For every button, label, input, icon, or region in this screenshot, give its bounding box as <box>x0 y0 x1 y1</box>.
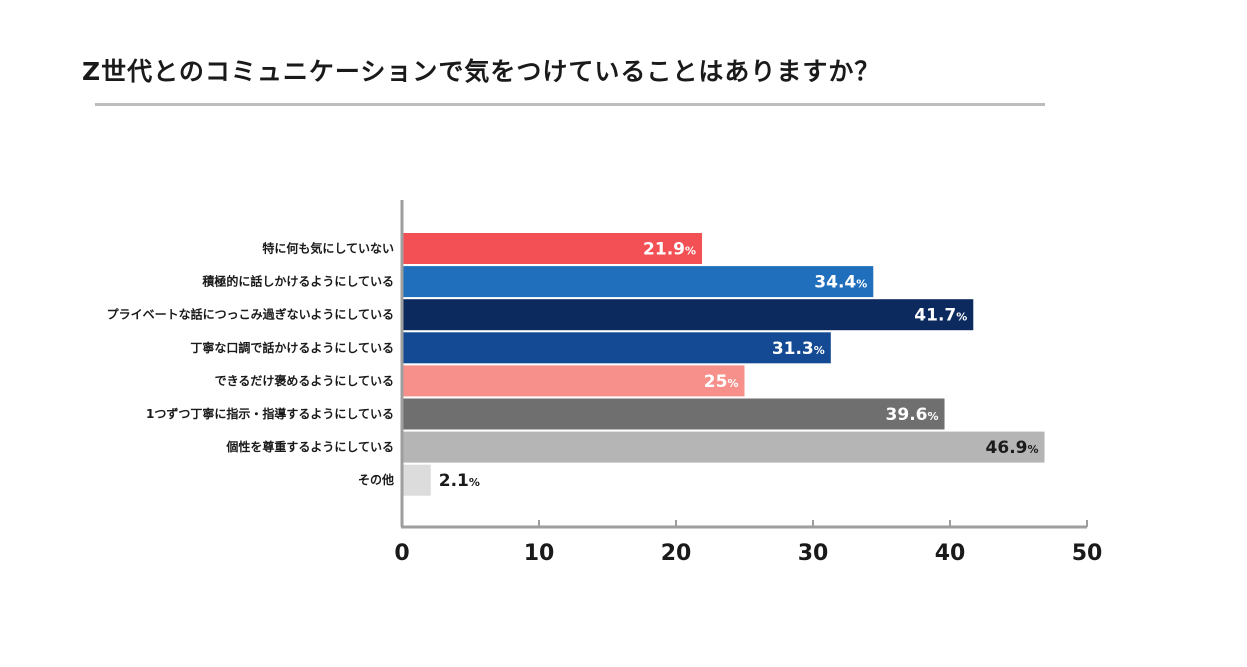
data-label-0: 21.9% <box>643 240 696 260</box>
data-label-unit-5: % <box>927 410 938 423</box>
category-label-6: 個性を尊重するようにしている <box>225 439 394 454</box>
category-label-5: 1つずつ丁寧に指示・指導するようにしている <box>146 406 394 421</box>
category-label-0: 特に何も気にしていない <box>262 241 394 256</box>
category-label-3: 丁寧な口調で話かけるようにしている <box>190 340 394 355</box>
data-label-4: 25% <box>704 372 739 392</box>
data-label-5: 39.6% <box>886 405 939 425</box>
x-tick-label-5: 50 <box>1072 541 1103 566</box>
x-tick-label-2: 20 <box>661 541 692 566</box>
category-label-2: プライベートな話につっこみ過ぎないようにしている <box>107 307 394 322</box>
data-label-3: 31.3% <box>772 339 825 359</box>
bar-2 <box>402 299 974 331</box>
category-label-7: その他 <box>358 472 394 487</box>
data-label-unit-0: % <box>685 245 696 258</box>
data-label-value-3: 31.3 <box>772 339 814 359</box>
title-underline <box>95 103 1045 106</box>
x-tick-label-4: 40 <box>935 541 966 566</box>
data-label-7: 2.1% <box>439 471 480 491</box>
bar-6 <box>402 431 1045 463</box>
data-label-unit-4: % <box>727 377 738 390</box>
data-label-unit-7: % <box>469 476 480 489</box>
bar-5 <box>402 398 945 430</box>
labels-layer: 特に何も気にしていない 21.9% 積極的に話しかけるようにしている 34.4% プライ… <box>107 240 1039 492</box>
data-label-unit-1: % <box>856 278 867 291</box>
data-label-2: 41.7% <box>914 306 967 326</box>
bar-1 <box>402 266 874 298</box>
x-tick-label-0: 0 <box>394 541 409 566</box>
axis-layer: 0 10 20 30 40 50 <box>394 200 1102 566</box>
bar-3 <box>402 332 831 364</box>
x-tick-label-1: 10 <box>524 541 555 566</box>
bar-4 <box>402 365 745 397</box>
bars-layer <box>402 233 1045 496</box>
x-tick-label-3: 30 <box>798 541 829 566</box>
category-label-1: 積極的に話しかけるようにしている <box>201 274 394 289</box>
data-label-value-0: 21.9 <box>643 240 685 260</box>
bar-7 <box>402 464 431 496</box>
chart-title: Z世代とのコミュニケーションで気をつけていることはありますか？ <box>82 57 881 86</box>
data-label-unit-2: % <box>956 311 967 324</box>
data-label-unit-3: % <box>814 344 825 357</box>
bar-0 <box>402 233 703 264</box>
data-label-value-5: 39.6 <box>886 405 928 425</box>
data-label-value-4: 25 <box>704 372 728 392</box>
data-label-value-6: 46.9 <box>986 438 1028 458</box>
data-label-value-1: 34.4 <box>814 273 856 293</box>
data-label-1: 34.4% <box>814 273 867 293</box>
data-label-value-7: 2.1 <box>439 471 469 491</box>
data-label-unit-6: % <box>1027 443 1038 456</box>
data-label-value-2: 41.7 <box>914 306 956 326</box>
data-label-6: 46.9% <box>986 438 1039 458</box>
category-label-4: できるだけ褒めるようにしている <box>215 373 394 388</box>
